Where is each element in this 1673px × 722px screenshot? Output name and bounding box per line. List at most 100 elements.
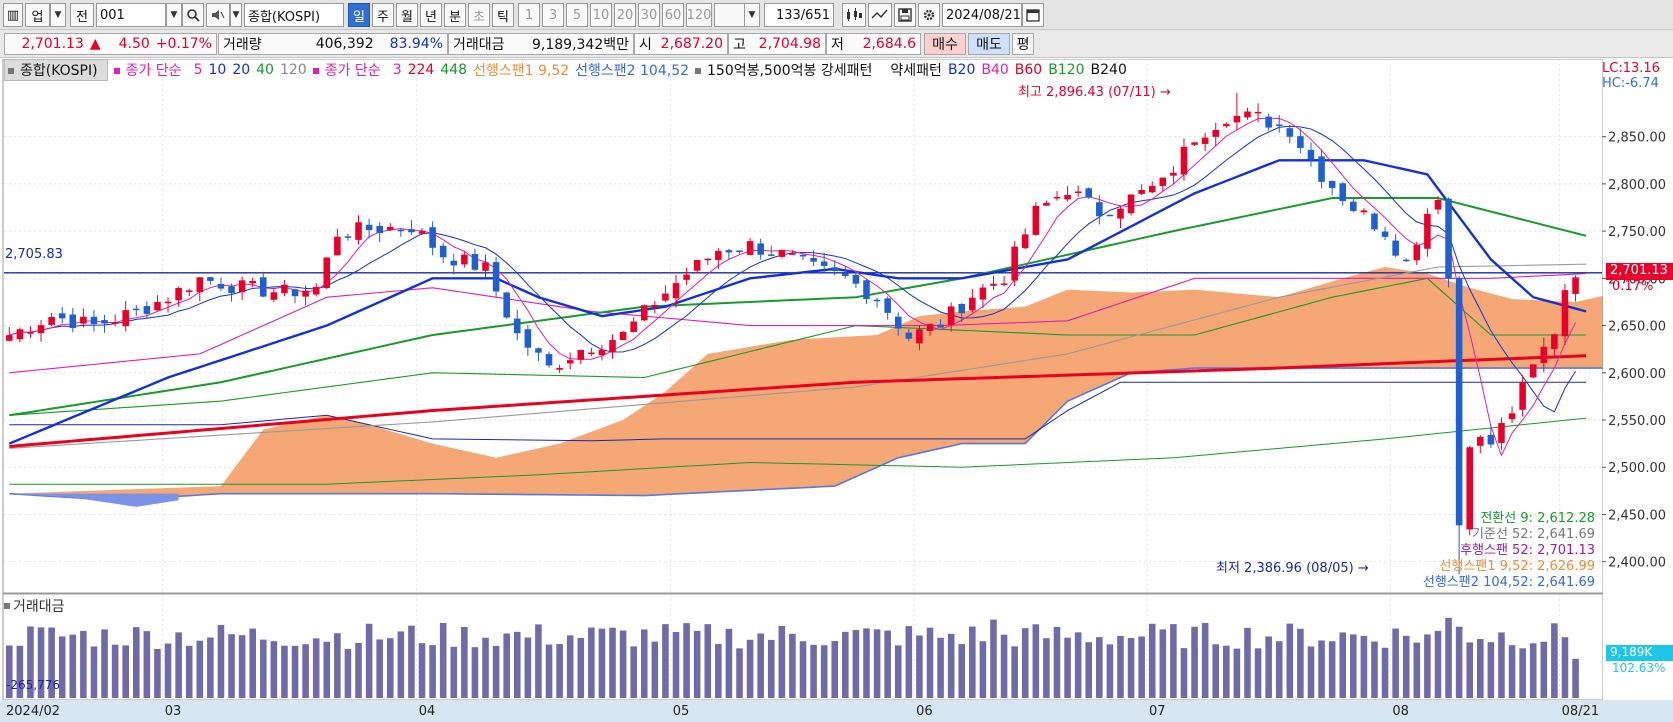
- price-chart[interactable]: 2,400.00 2,450.00 2,500.00 2,550.00 2,600.00…: [0, 59, 1673, 722]
- count-total: /651: [800, 7, 830, 23]
- buy-button[interactable]: 매수: [924, 33, 966, 55]
- step-line-green: [9, 417, 1587, 485]
- candle: [545, 351, 553, 368]
- period-minute-button[interactable]: 분: [444, 3, 466, 27]
- x-month-label: 2024/02: [6, 704, 60, 719]
- interval-60-button[interactable]: 60: [662, 3, 684, 27]
- code-dropdown-icon[interactable]: ▼: [166, 3, 182, 27]
- volume-bar: [831, 641, 839, 698]
- period-day-button[interactable]: 일: [348, 3, 370, 27]
- sell-button[interactable]: 매도: [968, 33, 1010, 55]
- candle: [937, 319, 944, 328]
- code-input[interactable]: 001: [96, 3, 166, 27]
- menu-icon[interactable]: ▥: [3, 3, 23, 27]
- amount-box: 거래대금 9,189,342백만: [448, 33, 634, 55]
- candle: [746, 238, 754, 256]
- calendar-icon[interactable]: [1022, 3, 1044, 27]
- prev-button[interactable]: 전: [70, 3, 94, 27]
- candle: [1043, 200, 1050, 206]
- candle: [1519, 375, 1526, 417]
- candle: [556, 364, 563, 373]
- volume-last-tag: 9,189K: [1606, 645, 1673, 661]
- volume-bar: [1223, 645, 1230, 698]
- interval-dropdown-icon[interactable]: ▼: [744, 3, 760, 27]
- speaker-dropdown-icon[interactable]: ▼: [230, 3, 242, 27]
- candle-body: [1265, 116, 1272, 128]
- candle-body: [291, 289, 299, 297]
- speaker-icon[interactable]: [206, 3, 230, 27]
- legend-ma2[interactable]: 종가 단순: [312, 60, 387, 80]
- candle-body: [1487, 434, 1495, 445]
- name-field[interactable]: 종합(KOSPI): [244, 3, 344, 27]
- interval-3-button[interactable]: 3: [542, 3, 564, 27]
- candle: [683, 267, 690, 286]
- candle: [365, 218, 373, 239]
- volume-bar: [185, 645, 193, 698]
- legend-main[interactable]: 종합(KOSPI): [4, 59, 108, 81]
- candle: [429, 221, 436, 256]
- candle: [207, 276, 214, 285]
- volume-bar: [1074, 632, 1082, 698]
- candle-body: [990, 283, 997, 286]
- candle-body: [1244, 111, 1251, 118]
- candle: [16, 327, 24, 343]
- candle-body: [672, 283, 680, 299]
- volume-bar: [619, 630, 627, 698]
- candle: [778, 249, 786, 259]
- legend-pattern[interactable]: 150억봉,500억봉 강세패턴: [695, 60, 878, 80]
- interval-5-button[interactable]: 5: [566, 3, 588, 27]
- volume-bar: [1360, 635, 1368, 698]
- candle-body: [609, 340, 616, 353]
- candle-type-icon[interactable]: [842, 3, 866, 27]
- interval-10-button[interactable]: 10: [590, 3, 612, 27]
- volume-bar: [334, 633, 341, 698]
- period-month-button[interactable]: 월: [396, 3, 418, 27]
- candle: [1477, 435, 1484, 454]
- legend-ma[interactable]: 종가 단순: [113, 60, 188, 80]
- period-week-button[interactable]: 주: [372, 3, 394, 27]
- candle-body: [704, 258, 712, 261]
- change-value: 4.50: [118, 36, 150, 52]
- volume-bar: [937, 637, 944, 698]
- volume-bar: [1106, 644, 1114, 698]
- candle: [1106, 214, 1114, 217]
- candle-body: [630, 321, 637, 333]
- save-icon[interactable]: [894, 3, 916, 27]
- candle: [196, 277, 204, 302]
- market-select[interactable]: 업: [25, 3, 50, 27]
- line-tool-icon[interactable]: [868, 3, 892, 27]
- candle-body: [492, 262, 500, 292]
- volume-bar: [482, 637, 489, 698]
- interval-20-button[interactable]: 20: [614, 3, 636, 27]
- candle: [1233, 92, 1241, 130]
- even-button[interactable]: 평: [1012, 33, 1034, 55]
- period-year-button[interactable]: 년: [420, 3, 442, 27]
- period-tick-button[interactable]: 틱: [492, 3, 514, 27]
- volume-value: 406,392: [315, 36, 374, 52]
- interval-1-button[interactable]: 1: [518, 3, 540, 27]
- open-box: 시 2,687.20: [634, 33, 728, 55]
- volume-bar: [916, 635, 923, 698]
- period-second-button[interactable]: 초: [468, 3, 490, 27]
- candle-body: [1339, 183, 1347, 202]
- candle-body: [1191, 142, 1198, 145]
- candle: [111, 314, 119, 327]
- candle: [789, 250, 796, 255]
- count-input[interactable]: 133/651: [764, 3, 834, 27]
- candle: [1201, 132, 1209, 152]
- y-tick-label: 2,750.00: [1608, 225, 1666, 240]
- candle-body: [1477, 436, 1484, 446]
- candle: [736, 250, 743, 254]
- candle: [535, 347, 542, 362]
- last-pct-tag: 0.17%: [1612, 279, 1654, 294]
- candle-body: [386, 227, 394, 231]
- candle: [1572, 275, 1579, 302]
- market-dropdown-icon[interactable]: ▼: [50, 3, 66, 27]
- date-input[interactable]: 2024/08/21: [942, 3, 1022, 27]
- interval-30-button[interactable]: 30: [638, 3, 660, 27]
- candle-body: [1180, 146, 1188, 175]
- interval-120-button[interactable]: 120: [686, 3, 712, 27]
- search-icon[interactable]: [182, 3, 204, 27]
- candle: [704, 258, 712, 265]
- gear-icon[interactable]: [918, 3, 940, 27]
